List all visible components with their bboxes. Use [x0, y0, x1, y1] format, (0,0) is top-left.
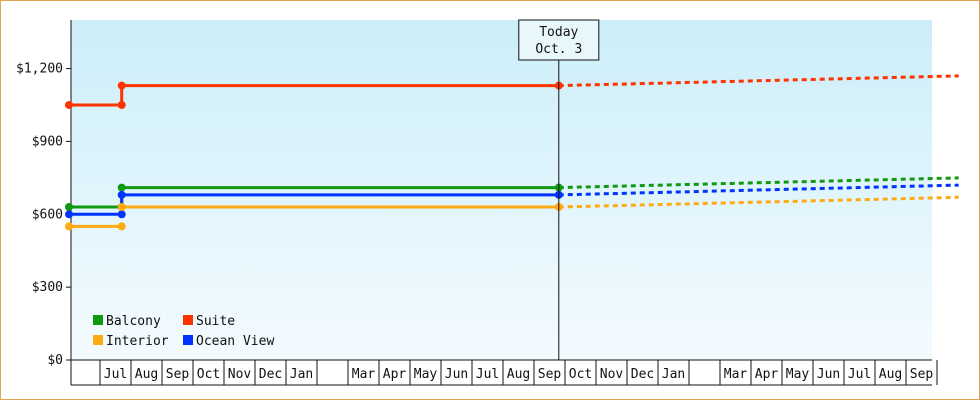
- x-tick-label: Jul: [104, 367, 127, 382]
- balcony-projection-line: [558, 176, 959, 190]
- suite-line: [69, 84, 559, 107]
- legend-label-balcony: Balcony: [106, 314, 161, 329]
- today-label: Today: [539, 25, 578, 40]
- x-tick-label: Aug: [879, 367, 902, 382]
- x-tick-label: Mar: [724, 367, 748, 382]
- interior-point: [65, 222, 73, 231]
- x-tick-label: Aug: [135, 367, 158, 382]
- suite-point: [117, 81, 126, 90]
- today-date: Oct. 3: [535, 42, 582, 57]
- x-tick-label: Dec: [631, 367, 654, 382]
- suite-point: [117, 101, 126, 109]
- legend-label-interior: Interior: [106, 334, 169, 349]
- ocean-view-point: [117, 210, 126, 219]
- suite-point: [65, 101, 73, 109]
- x-tick-label: Jan: [662, 367, 685, 382]
- x-tick-label: Jul: [476, 367, 499, 382]
- x-tick-label: Dec: [259, 367, 282, 382]
- ocean-view-point: [117, 190, 126, 199]
- balcony-point: [65, 203, 73, 211]
- legend: Balcony Suite Interior Ocean View: [93, 314, 274, 349]
- x-tick-label: Sep: [910, 367, 934, 382]
- today-box: [518, 19, 600, 61]
- x-tick-label: Jun: [445, 367, 468, 382]
- x-tick-label: May: [414, 367, 438, 382]
- x-tick-label: Jul: [848, 367, 871, 382]
- x-tick-label: Apr: [755, 367, 779, 382]
- legend-swatch-balcony: [93, 315, 103, 325]
- legend-swatch-interior: [93, 335, 103, 345]
- x-tick-label: May: [786, 367, 810, 382]
- y-tick-label: $900: [32, 134, 63, 149]
- x-tick-label: Aug: [507, 367, 530, 382]
- x-tick-label: Nov: [600, 367, 624, 382]
- interior-projection-line: [558, 195, 959, 209]
- y-tick-label: $600: [32, 207, 63, 222]
- x-tick-label: Oct: [569, 367, 592, 382]
- balcony-point: [117, 183, 126, 192]
- y-tick-label: $1,200: [16, 62, 63, 77]
- x-tick-label: Jan: [290, 367, 313, 382]
- legend-swatch-ocean-view: [183, 335, 193, 345]
- x-axis: Jul Aug Sep Oct Nov Dec Jan Mar Apr May Jun Jul Aug S…: [70, 359, 938, 386]
- ocean-view-projection-line: [558, 183, 959, 197]
- series-layer: [65, 74, 959, 231]
- today-marker: Today Oct. 3: [518, 19, 600, 360]
- legend-label-suite: Suite: [196, 314, 235, 329]
- x-tick-label: Mar: [352, 367, 376, 382]
- y-tick-label: $0: [47, 353, 63, 368]
- x-tick-label: Apr: [383, 367, 407, 382]
- x-tick-label: Sep: [166, 367, 190, 382]
- legend-swatch-suite: [183, 315, 193, 325]
- interior-point: [117, 222, 126, 231]
- y-tick-label: $300: [32, 280, 63, 295]
- y-axis: $0 $300 $600 $900 $1,200: [16, 20, 72, 368]
- x-tick-label: Sep: [538, 367, 562, 382]
- x-tick-label: Jun: [817, 367, 840, 382]
- x-tick-label: Oct: [197, 367, 220, 382]
- interior-point: [117, 203, 126, 211]
- x-tick-label: Nov: [228, 367, 252, 382]
- suite-projection-line: [558, 74, 959, 88]
- ocean-view-point: [65, 210, 73, 219]
- legend-label-ocean-view: Ocean View: [196, 334, 274, 349]
